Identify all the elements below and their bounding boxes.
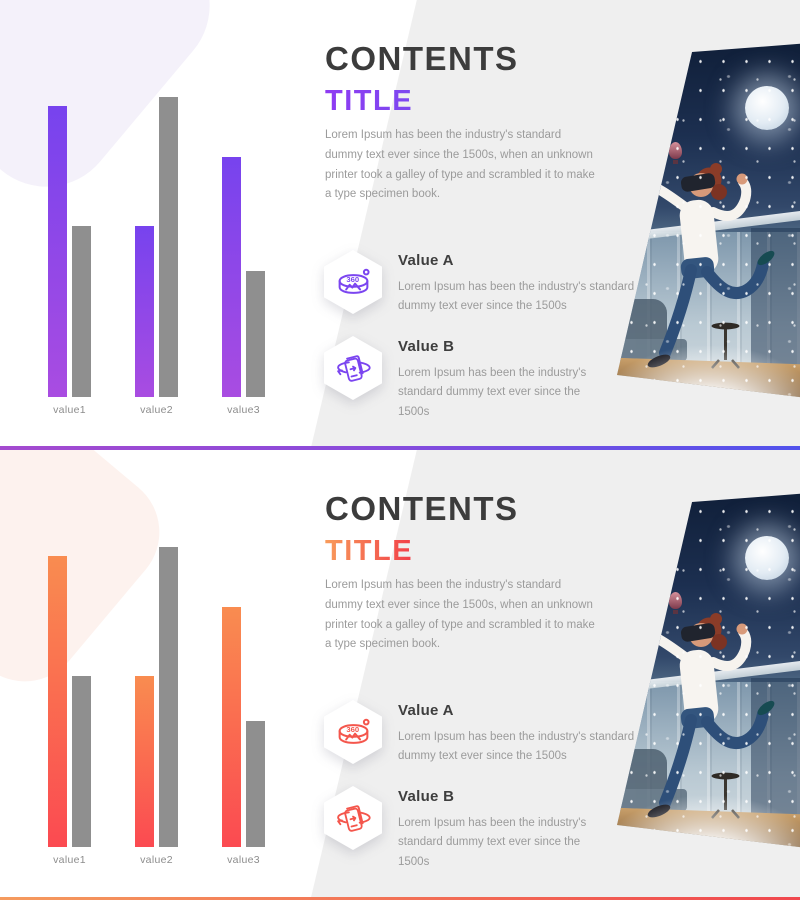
vr-woman-photo: [617, 493, 800, 848]
slide-subheading: TITLE: [325, 535, 414, 567]
bar-chart: value1 value2 value3: [48, 547, 265, 866]
value-item-a: Value A Lorem Ipsum has been the industr…: [324, 700, 640, 767]
slide-divider-line: [0, 897, 800, 900]
slide-paragraph: Lorem Ipsum has been the industry's stan…: [325, 579, 595, 651]
axis-label-value1: value1: [53, 404, 86, 416]
value-a-title: Value A: [398, 702, 454, 719]
vr-woman-photo: [617, 43, 800, 398]
gray-bar-value3: [246, 721, 265, 847]
slide-divider-line: [0, 446, 800, 450]
bar-group-value2: value2: [135, 97, 178, 416]
slide-heading: CONTENTS: [325, 40, 519, 77]
axis-label-value2: value2: [140, 404, 173, 416]
gray-bar-value3: [246, 271, 265, 397]
gray-bar-value1: [72, 226, 91, 397]
slide-paragraph: Lorem Ipsum has been the industry's stan…: [325, 129, 595, 201]
accent-bar-value3: [222, 157, 241, 397]
bar-chart: value1 value2 value3: [48, 97, 265, 416]
accent-bar-value1: [48, 106, 67, 397]
slide-heading: CONTENTS: [325, 490, 519, 527]
bar-group-value1: value1: [48, 97, 91, 416]
bar-group-value2: value2: [135, 547, 178, 866]
cloud-fog: [617, 346, 800, 398]
rotate-phone-icon: [324, 336, 382, 400]
gray-bar-value1: [72, 676, 91, 847]
axis-label-value3: value3: [227, 404, 260, 416]
value-b-title: Value B: [398, 338, 455, 355]
accent-bar-value1: [48, 556, 67, 847]
accent-bar-value2: [135, 226, 154, 397]
cloud-fog: [617, 796, 800, 848]
value-a-desc: Lorem Ipsum has been the industry's stan…: [398, 731, 635, 763]
axis-label-value3: value3: [227, 854, 260, 866]
accent-bar-value3: [222, 607, 241, 847]
value-a-desc: Lorem Ipsum has been the industry's stan…: [398, 281, 635, 313]
value-b-desc: Lorem Ipsum has been the industry's stan…: [398, 367, 587, 418]
slide-orange: value1 value2 value3 CONTENTS TITLE Lorem …: [0, 450, 800, 900]
bar-group-value3: value3: [222, 97, 265, 416]
vr-360-icon: [324, 250, 382, 314]
axis-label-value1: value1: [53, 854, 86, 866]
bar-group-value3: value3: [222, 547, 265, 866]
accent-bar-value2: [135, 676, 154, 847]
value-item-a: Value A Lorem Ipsum has been the industr…: [324, 250, 640, 317]
vr-360-icon: [324, 700, 382, 764]
value-item-b: Value B Lorem Ipsum has been the industr…: [324, 786, 606, 872]
slide-purple: value1 value2 value3 CONTENTS TITLE Lorem …: [0, 0, 800, 450]
rotate-phone-icon: [324, 786, 382, 850]
value-b-title: Value B: [398, 788, 455, 805]
value-b-desc: Lorem Ipsum has been the industry's stan…: [398, 817, 587, 868]
gray-bar-value2: [159, 547, 178, 847]
gray-bar-value2: [159, 97, 178, 397]
slide-subheading: TITLE: [325, 85, 414, 117]
axis-label-value2: value2: [140, 854, 173, 866]
value-item-b: Value B Lorem Ipsum has been the industr…: [324, 336, 606, 422]
value-a-title: Value A: [398, 252, 454, 269]
bar-group-value1: value1: [48, 547, 91, 866]
